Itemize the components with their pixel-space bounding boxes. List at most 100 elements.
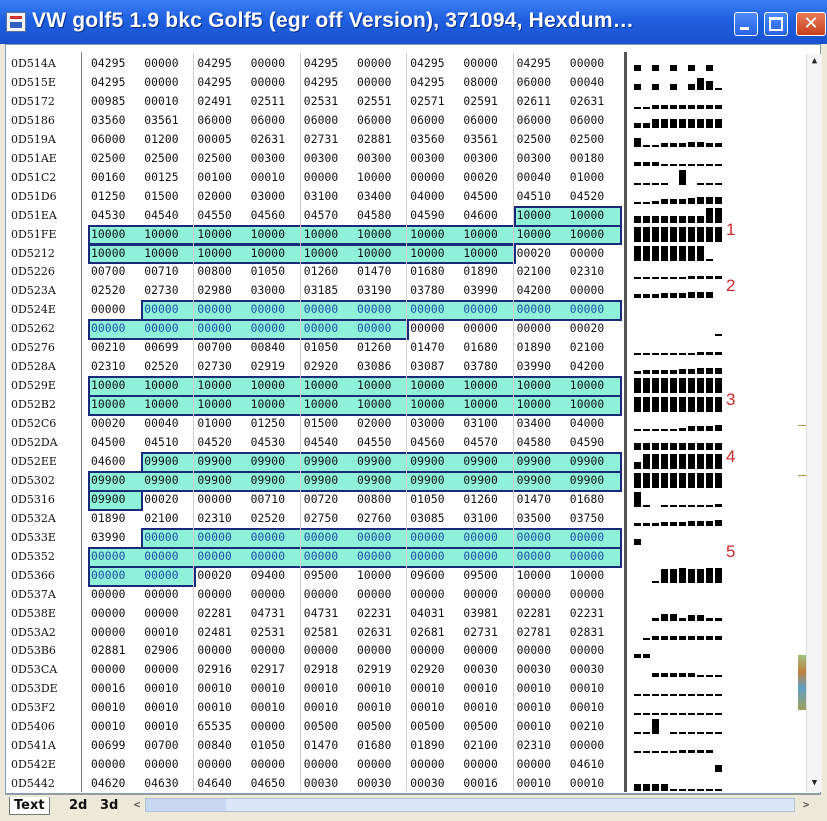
hex-cell[interactable]: 00800 xyxy=(357,492,392,506)
hex-cell[interactable]: 00000 xyxy=(197,492,232,506)
hex-cell[interactable]: 00000 xyxy=(516,303,552,317)
hex-cell[interactable]: 03086 xyxy=(357,360,392,374)
hex-cell[interactable]: 00000 xyxy=(250,530,286,544)
scroll-thumb[interactable] xyxy=(146,799,226,811)
hex-cell[interactable]: 00500 xyxy=(463,720,498,734)
hex-cell[interactable]: 01890 xyxy=(463,265,498,279)
close-button[interactable]: ✕ xyxy=(796,12,826,36)
hex-cell[interactable]: 06000 xyxy=(569,113,605,127)
hex-cell[interactable]: 10000 xyxy=(144,227,179,241)
hex-cell[interactable]: 09900 xyxy=(463,454,498,468)
hex-cell[interactable]: 00000 xyxy=(250,549,286,563)
hex-cell[interactable]: 01890 xyxy=(410,739,445,753)
hex-cell[interactable]: 00010 xyxy=(250,701,286,715)
hex-cell[interactable]: 10000 xyxy=(197,227,232,241)
hex-cell[interactable]: 02571 xyxy=(410,94,445,108)
hex-cell[interactable]: 02520 xyxy=(250,511,286,525)
hex-cell[interactable]: 06000 xyxy=(250,113,286,127)
hex-cell[interactable]: 00000 xyxy=(357,322,392,336)
hex-cell[interactable]: 03100 xyxy=(463,417,498,431)
hex-cell[interactable]: 04031 xyxy=(410,606,445,620)
hex-cell[interactable]: 02000 xyxy=(357,417,392,431)
hex-cell[interactable]: 00000 xyxy=(250,720,286,734)
hex-cell[interactable]: 04000 xyxy=(569,417,605,431)
hex-cell[interactable]: 02481 xyxy=(197,625,232,639)
hex-cell[interactable]: 02310 xyxy=(569,265,605,279)
hex-cell[interactable]: 03561 xyxy=(144,113,179,127)
hex-cell[interactable]: 04520 xyxy=(569,189,605,203)
hex-cell[interactable]: 03981 xyxy=(463,606,498,620)
hex-cell[interactable]: 02231 xyxy=(357,606,392,620)
hex-cell[interactable]: 00000 xyxy=(250,644,286,658)
hex-cell[interactable]: 00000 xyxy=(144,549,179,563)
hex-cell[interactable]: 10000 xyxy=(144,398,179,412)
hex-cell[interactable]: 00000 xyxy=(197,587,232,601)
hex-cell[interactable]: 04530 xyxy=(91,208,126,222)
hex-cell[interactable]: 00030 xyxy=(463,663,498,677)
hex-cell[interactable]: 10000 xyxy=(144,246,179,260)
hex-cell[interactable]: 00000 xyxy=(91,625,126,639)
hex-cell[interactable]: 00000 xyxy=(303,587,339,601)
hex-cell[interactable]: 10000 xyxy=(516,208,552,222)
hex-cell[interactable]: 10000 xyxy=(410,246,445,260)
hex-cell[interactable]: 10000 xyxy=(197,398,232,412)
hex-cell[interactable]: 09900 xyxy=(569,473,605,487)
hex-cell[interactable]: 00000 xyxy=(569,587,605,601)
hex-grid-panel[interactable] xyxy=(5,44,821,794)
hex-cell[interactable]: 01680 xyxy=(410,265,445,279)
hex-cell[interactable]: 00030 xyxy=(357,777,392,791)
scroll-down-icon[interactable]: ▼ xyxy=(811,778,818,788)
hex-cell[interactable]: 00000 xyxy=(357,644,392,658)
hex-cell[interactable]: 10000 xyxy=(303,398,339,412)
hex-cell[interactable]: 04550 xyxy=(197,208,232,222)
tab-2d[interactable]: 2d xyxy=(69,798,88,813)
hex-cell[interactable]: 04295 xyxy=(197,75,232,89)
hex-cell[interactable]: 00000 xyxy=(144,606,179,620)
hex-cell[interactable]: 01680 xyxy=(569,492,605,506)
hex-cell[interactable]: 09900 xyxy=(410,473,445,487)
hex-cell[interactable]: 00000 xyxy=(303,322,339,336)
hex-cell[interactable]: 00000 xyxy=(357,303,392,317)
hex-cell[interactable]: 10000 xyxy=(410,379,445,393)
hex-cell[interactable]: 00000 xyxy=(250,75,286,89)
app-icon[interactable] xyxy=(6,12,26,32)
hex-cell[interactable]: 10000 xyxy=(357,227,392,241)
hex-cell[interactable]: 00010 xyxy=(250,682,286,696)
hex-cell[interactable]: 00000 xyxy=(516,587,552,601)
hex-cell[interactable]: 00000 xyxy=(303,549,339,563)
hex-cell[interactable]: 00005 xyxy=(197,132,232,146)
hex-cell[interactable]: 04570 xyxy=(463,436,498,449)
hex-cell[interactable]: 00300 xyxy=(516,151,552,165)
hex-cell[interactable]: 00010 xyxy=(144,701,179,715)
hex-cell[interactable]: 04610 xyxy=(569,758,605,772)
hex-cell[interactable]: 00100 xyxy=(197,170,232,184)
hex-cell[interactable]: 00000 xyxy=(91,587,126,601)
hex-cell[interactable]: 02918 xyxy=(303,663,339,677)
hex-cell[interactable]: 02781 xyxy=(516,625,552,639)
hex-cell[interactable]: 04560 xyxy=(410,436,445,449)
hex-cell[interactable]: 01050 xyxy=(250,265,286,279)
hex-cell[interactable]: 00985 xyxy=(91,94,126,108)
hex-cell[interactable]: 00000 xyxy=(410,587,445,601)
hex-cell[interactable]: 01680 xyxy=(357,739,392,753)
hex-cell[interactable]: 10000 xyxy=(357,246,392,260)
hex-cell[interactable]: 00300 xyxy=(463,151,498,165)
hex-cell[interactable]: 02520 xyxy=(144,360,179,374)
hex-cell[interactable]: 00000 xyxy=(91,758,126,772)
hex-cell[interactable]: 09900 xyxy=(303,473,339,487)
hex-cell[interactable]: 01050 xyxy=(250,739,286,753)
hex-cell[interactable]: 02100 xyxy=(463,739,498,753)
hex-cell[interactable]: 04295 xyxy=(91,57,126,70)
hex-cell[interactable]: 00000 xyxy=(569,549,605,563)
hex-cell[interactable]: 00160 xyxy=(91,170,126,184)
hex-cell[interactable]: 00000 xyxy=(144,303,179,317)
hex-cell[interactable]: 00020 xyxy=(516,246,552,260)
hex-cell[interactable]: 00000 xyxy=(410,530,445,544)
hex-cell[interactable]: 10000 xyxy=(463,398,498,412)
hex-cell[interactable]: 00010 xyxy=(197,701,232,715)
hex-cell[interactable]: 00010 xyxy=(357,701,392,715)
hex-cell[interactable]: 04731 xyxy=(303,606,339,620)
hex-cell[interactable]: 04295 xyxy=(303,57,339,70)
hex-cell[interactable]: 00000 xyxy=(303,303,339,317)
hex-cell[interactable]: 10000 xyxy=(250,246,286,260)
